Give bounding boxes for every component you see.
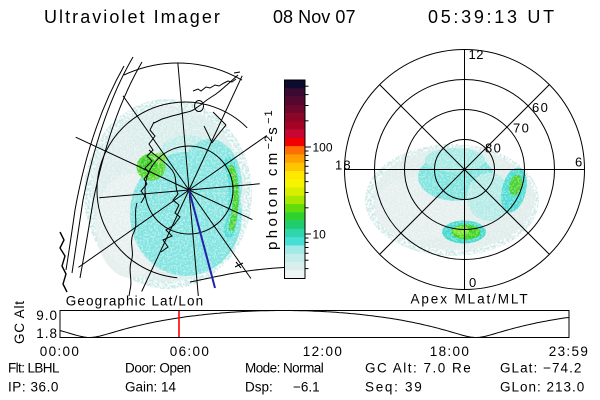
svg-text:IP: 36.0: IP: 36.0 [8,380,59,395]
svg-text:−6.1: −6.1 [293,380,320,395]
svg-text:12: 12 [469,47,484,62]
svg-text:23:59: 23:59 [549,344,590,359]
svg-text:GC Alt: 7.0 Re: GC Alt: 7.0 Re [365,361,472,376]
svg-text:Door: Open: Door: Open [125,361,191,376]
svg-text:GLon: 213.0: GLon: 213.0 [500,380,585,395]
svg-text:05:39:13 UT: 05:39:13 UT [428,7,557,27]
svg-text:12:00: 12:00 [303,344,344,359]
svg-text:1.8: 1.8 [36,326,58,341]
svg-text:18: 18 [335,158,352,173]
svg-text:100: 100 [313,141,333,155]
svg-text:6: 6 [575,155,582,170]
svg-text:GC Alt: GC Alt [12,300,27,344]
svg-text:0: 0 [469,275,476,290]
svg-text:Apex MLat/MLT: Apex MLat/MLT [411,292,530,307]
svg-text:Flt: LBHL: Flt: LBHL [8,361,60,376]
svg-text:08 Nov 07: 08 Nov 07 [273,7,356,27]
svg-text:00:00: 00:00 [40,344,81,359]
svg-text:Seq: 39: Seq: 39 [365,380,423,395]
svg-text:GLat: −74.2: GLat: −74.2 [500,361,582,376]
svg-text:photon cm−2s−1: photon cm−2s−1 [263,109,281,250]
svg-text:06:00: 06:00 [170,344,211,359]
svg-text:18:00: 18:00 [430,344,471,359]
svg-text:80: 80 [485,141,502,156]
svg-text:60: 60 [532,100,549,115]
svg-text:9.0: 9.0 [36,308,58,323]
svg-text:Geographic Lat/Lon: Geographic Lat/Lon [66,294,204,309]
svg-text:Gain: 14: Gain: 14 [125,380,177,395]
svg-text:Dsp:: Dsp: [245,380,273,395]
svg-text:10: 10 [313,228,327,242]
svg-text:Ultraviolet Imager: Ultraviolet Imager [44,7,222,27]
svg-text:Mode: Normal: Mode: Normal [245,361,324,376]
svg-text:70: 70 [513,121,530,136]
